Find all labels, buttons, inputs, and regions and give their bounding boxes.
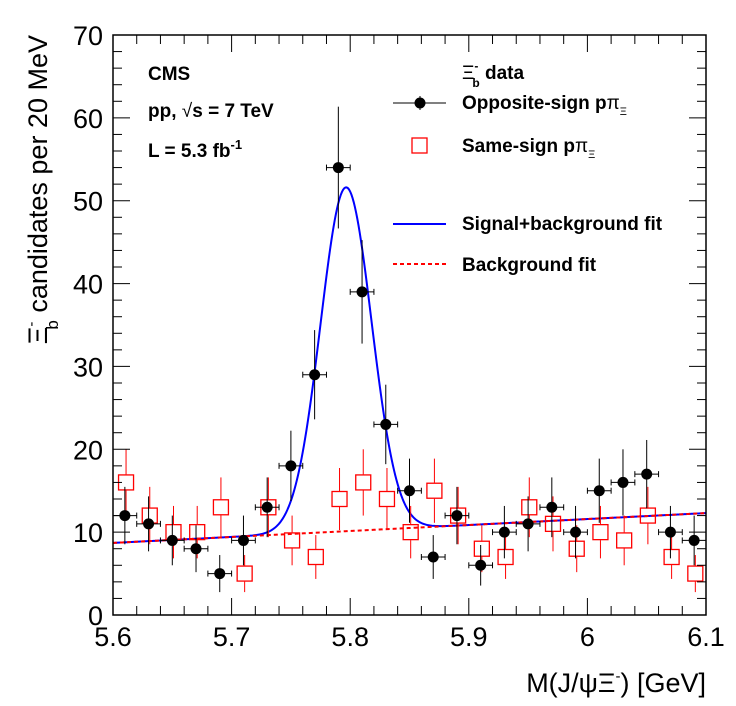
x-tick-label: 5.6 <box>94 622 132 652</box>
opposite-sign-point <box>278 430 304 502</box>
opposite-sign-point <box>586 458 612 523</box>
y-tick-label: 50 <box>73 187 103 217</box>
legend-label-same: Same-sign pπΞ <box>462 136 595 161</box>
x-tick-label: 6.1 <box>687 622 725 652</box>
opposite-sign-point <box>397 458 422 523</box>
opposite-sign-point <box>254 477 280 538</box>
opposite-sign-point <box>610 449 636 516</box>
sqrt-symbol: √ <box>182 101 193 122</box>
same-sign-point <box>663 535 680 579</box>
opposite-sign-point <box>563 505 588 559</box>
same-sign-point <box>426 458 443 523</box>
opposite-sign-point <box>492 505 517 559</box>
x-axis-title: M(J/ψΞ-) [GeV] <box>526 668 706 698</box>
same-sign-point <box>687 555 704 593</box>
opposite-sign-point <box>302 330 327 420</box>
y-tick-label: 30 <box>73 352 103 382</box>
x-tick-label: 6 <box>580 622 595 652</box>
same-sign-point <box>592 505 609 559</box>
y-tick-label: 10 <box>73 518 103 548</box>
same-sign-point <box>212 477 230 538</box>
opposite-sign-point <box>515 496 541 552</box>
opposite-sign-point <box>349 240 375 344</box>
opposite-sign-point <box>444 486 470 545</box>
same-sign-point <box>639 486 657 545</box>
legend-label-opposite: Opposite-sign pπΞ <box>462 93 627 118</box>
legend-label-background-fit: Background fit <box>462 255 597 276</box>
same-sign-point <box>165 505 182 559</box>
same-sign-point <box>378 467 396 531</box>
legend-marker-same <box>411 137 428 154</box>
opposite-sign-point <box>634 439 660 509</box>
same-sign-point <box>616 515 633 566</box>
x-tick-label: 5.9 <box>450 622 488 652</box>
opposite-sign-point <box>539 477 565 538</box>
opposite-sign-point <box>231 515 256 566</box>
y-tick-label: 60 <box>73 104 103 134</box>
y-tick-label: 40 <box>73 270 103 300</box>
y-tick-label: 70 <box>73 21 103 51</box>
same-sign-point <box>355 449 372 516</box>
legend-marker-opposite <box>414 97 426 109</box>
opposite-sign-point <box>468 544 494 586</box>
same-sign-point <box>402 505 419 559</box>
same-sign-point <box>236 555 253 593</box>
opposite-sign-point <box>373 384 399 465</box>
opposite-sign-point <box>159 515 185 566</box>
plot-frame <box>112 34 707 616</box>
y-tick-label: 0 <box>88 601 103 631</box>
x-tick-label: 5.7 <box>213 622 251 652</box>
legend: Ξ-b data Opposite-sign pπΞ Same-sign pπΞ… <box>393 59 663 276</box>
opposite-sign-point <box>658 505 683 559</box>
opposite-sign-point <box>420 535 446 579</box>
same-sign-point <box>497 535 514 579</box>
info-line-lumi: L = 5.3 fb-1 <box>148 137 242 162</box>
opposite-sign-point <box>136 496 161 552</box>
opposite-sign-point <box>207 555 233 593</box>
same-sign-point <box>283 515 301 566</box>
info-line-energy: pp, √s = 7 TeV <box>148 101 274 122</box>
legend-header: Ξ-b data <box>462 59 524 90</box>
y-axis-title: Ξ-b candidates per 20 MeV <box>23 35 62 344</box>
same-sign-point <box>331 467 348 531</box>
opposite-sign-point <box>681 515 707 566</box>
legend-label-signal-fit: Signal+background fit <box>462 214 663 235</box>
background-fit-curve <box>112 512 707 544</box>
opposite-sign-point <box>183 525 209 573</box>
x-tick-label: 5.8 <box>331 622 369 652</box>
opposite-sign-point <box>325 106 351 229</box>
same-sign-point <box>141 486 158 545</box>
same-sign-point <box>307 535 324 579</box>
y-tick-label: 20 <box>73 435 103 465</box>
info-line-experiment: CMS <box>148 64 190 85</box>
